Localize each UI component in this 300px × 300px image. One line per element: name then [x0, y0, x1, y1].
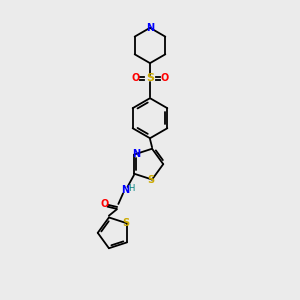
Text: S: S — [147, 175, 154, 184]
Text: H: H — [128, 184, 135, 193]
Text: O: O — [100, 199, 109, 209]
Text: S: S — [123, 218, 130, 228]
Text: N: N — [132, 149, 140, 159]
Text: N: N — [121, 185, 129, 195]
Text: O: O — [160, 74, 168, 83]
Text: O: O — [132, 74, 140, 83]
Text: S: S — [146, 74, 154, 83]
Text: N: N — [146, 23, 154, 33]
